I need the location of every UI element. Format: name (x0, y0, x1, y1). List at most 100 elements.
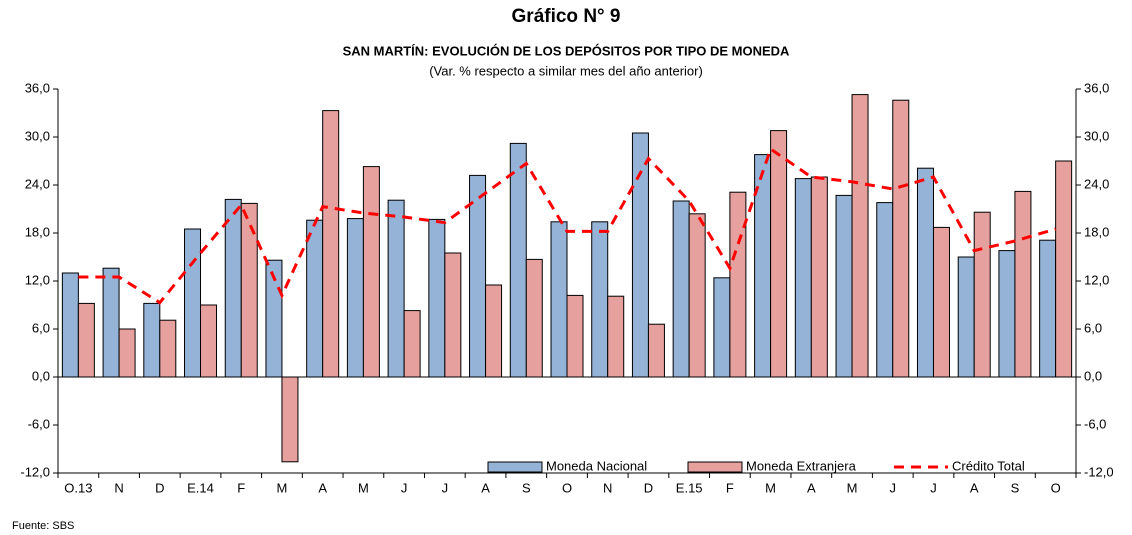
bar (851, 94, 869, 378)
legend-label: Crédito Total (952, 458, 1025, 473)
bar (346, 218, 364, 378)
bar (102, 267, 120, 378)
y-tick-label: 0,0 (32, 368, 50, 383)
bar (672, 200, 690, 378)
bar (688, 213, 706, 378)
bar (794, 178, 812, 378)
bar (916, 167, 934, 378)
y2-tick-label: 36,0 (1084, 80, 1109, 95)
x-tick-label: A (481, 480, 490, 495)
bar (525, 258, 543, 378)
legend-swatch (687, 461, 743, 473)
bar (770, 130, 788, 378)
x-tick-label: O (1051, 480, 1061, 495)
bar (362, 166, 380, 378)
bar (281, 376, 299, 463)
y-tick-label: 6,0 (32, 320, 50, 335)
bar (306, 219, 324, 378)
bar (509, 142, 527, 378)
x-tick-label: F (726, 480, 734, 495)
bar (1039, 239, 1057, 378)
y2-tick-label: -12,0 (1084, 464, 1114, 479)
bar (143, 302, 161, 378)
bar (607, 295, 625, 378)
x-tick-label: A (318, 480, 327, 495)
y2-tick-label: -6,0 (1084, 416, 1106, 431)
bar (631, 132, 649, 378)
x-tick-label: S (1011, 480, 1020, 495)
chart-title: Gráfico N° 9 (512, 6, 621, 27)
y2-tick-label: 0,0 (1084, 368, 1102, 383)
bar (957, 256, 975, 378)
bar (1055, 160, 1073, 378)
x-tick-label: F (237, 480, 245, 495)
x-tick-label: J (930, 480, 937, 495)
bar (729, 191, 747, 378)
bar (998, 250, 1016, 378)
x-tick-label: M (847, 480, 858, 495)
bar (322, 110, 340, 378)
x-tick-label: S (522, 480, 531, 495)
x-tick-label: E.15 (676, 480, 703, 495)
x-tick-label: M (765, 480, 776, 495)
y-tick-label: -6,0 (28, 416, 50, 431)
x-tick-label: J (401, 480, 408, 495)
bar (240, 202, 258, 378)
x-tick-label: N (603, 480, 612, 495)
bar (428, 218, 446, 378)
x-tick-label: E.14 (187, 480, 214, 495)
bar (835, 194, 853, 378)
bar (591, 221, 609, 378)
x-tick-label: D (644, 480, 653, 495)
source: Fuente: SBS (12, 520, 74, 532)
bar (810, 176, 828, 378)
chart-note: (Var. % respecto a similar mes del año a… (429, 63, 703, 78)
bar (159, 319, 177, 378)
y-tick-label: 36,0 (25, 80, 50, 95)
y-tick-label: 24,0 (25, 176, 50, 191)
x-tick-label: O (562, 480, 572, 495)
x-tick-label: O.13 (64, 480, 92, 495)
bar (77, 302, 95, 378)
y2-tick-label: 30,0 (1084, 128, 1109, 143)
bar (1014, 190, 1032, 378)
x-tick-label: A (807, 480, 816, 495)
y-tick-label: -12,0 (20, 464, 50, 479)
y2-tick-label: 6,0 (1084, 320, 1102, 335)
x-tick-label: J (890, 480, 897, 495)
legend-swatch (487, 461, 543, 473)
bar (892, 99, 910, 378)
bar (403, 310, 421, 378)
x-tick-label: M (277, 480, 288, 495)
y-tick-label: 30,0 (25, 128, 50, 143)
bar (550, 221, 568, 378)
bar (184, 228, 202, 378)
y-tick-label: 12,0 (25, 272, 50, 287)
legend-label: Moneda Nacional (546, 458, 647, 473)
bar (647, 323, 665, 378)
bar (566, 294, 584, 378)
x-tick-label: N (114, 480, 123, 495)
chart-subtitle: SAN MARTÍN: EVOLUCIÓN DE LOS DEPÓSITOS P… (343, 43, 790, 58)
bar (224, 198, 242, 378)
y2-tick-label: 18,0 (1084, 224, 1109, 239)
bar (876, 202, 894, 378)
y-tick-label: 18,0 (25, 224, 50, 239)
y2-tick-label: 24,0 (1084, 176, 1109, 191)
bar (61, 272, 79, 378)
x-tick-label: D (155, 480, 164, 495)
x-tick-label: A (970, 480, 979, 495)
line (78, 146, 1057, 305)
y2-tick-label: 12,0 (1084, 272, 1109, 287)
bar (485, 284, 503, 378)
bar (469, 174, 487, 378)
x-tick-label: J (442, 480, 449, 495)
bar (118, 328, 136, 378)
bar (932, 226, 950, 378)
x-tick-label: M (358, 480, 369, 495)
bar (973, 211, 991, 378)
legend-label: Moneda Extranjera (746, 458, 857, 473)
bar (713, 277, 731, 378)
bar (200, 304, 218, 378)
